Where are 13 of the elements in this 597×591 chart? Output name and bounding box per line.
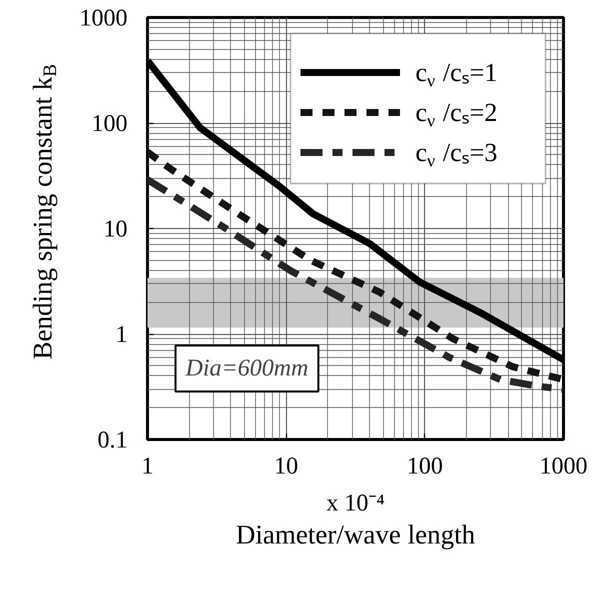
y-tick-label: 0.1 — [98, 428, 128, 454]
x-tick-label: 1 — [142, 454, 154, 480]
x-tick-label: 1000 — [540, 454, 588, 480]
text: x 10⁻⁴ — [326, 490, 385, 516]
x-tick-label: 10 — [274, 454, 298, 480]
annotation: Dia=600mm — [184, 356, 308, 382]
y-tick-label: 100 — [92, 111, 128, 137]
y-axis-title: Bending spring constant kB — [28, 64, 62, 360]
x-tick-label: 100 — [406, 454, 443, 480]
y-tick-label: 10 — [104, 216, 128, 242]
y-tick-label: 1000 — [80, 6, 128, 32]
y-tick-label: 1 — [116, 322, 128, 348]
x-axis-title: Diameter/wave length — [236, 520, 476, 550]
